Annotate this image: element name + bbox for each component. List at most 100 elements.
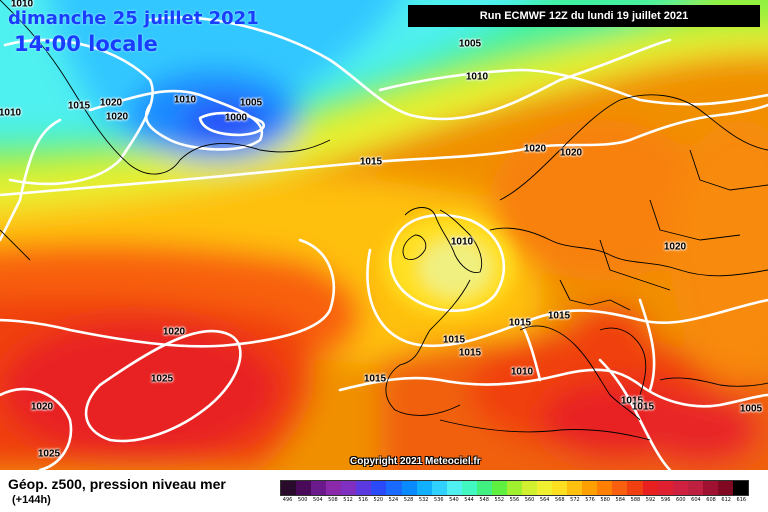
scale-tick-label: 564	[539, 497, 550, 503]
forecast-date: dimanche 25 juillet 2021	[8, 8, 259, 29]
isobar-label: 1015	[620, 395, 644, 407]
isobar-label: 1020	[523, 143, 547, 155]
scale-tick-label: 520	[373, 497, 384, 503]
scale-swatch	[642, 481, 658, 495]
isobar-label: 1020	[663, 241, 687, 253]
isobar-label: 1015	[442, 334, 466, 346]
isobar-label: 1005	[458, 38, 482, 50]
isobar-label: 1010	[450, 236, 474, 248]
color-scale	[280, 480, 749, 496]
scale-tick-label: 576	[585, 497, 595, 503]
scale-swatch	[567, 481, 583, 495]
scale-tick-label: 508	[328, 497, 338, 503]
isobars	[0, 16, 768, 470]
scale-tick-label: 496	[282, 497, 293, 503]
isobar-label: 1015	[67, 100, 91, 112]
scale-tick-label: 548	[479, 497, 489, 503]
scale-tick-label: 596	[660, 497, 671, 503]
scale-tick-label: 588	[630, 497, 641, 503]
color-scale-ticks: 496 500 504 508 512 516 520 524 528 532 536 540 544 5…	[280, 497, 749, 503]
isobar-label: 1020	[162, 326, 186, 338]
isobar-label: 1010	[510, 366, 534, 378]
scale-swatch	[356, 481, 372, 495]
weather-map: dimanche 25 juillet 2021 14:00 locale Ru…	[0, 0, 768, 470]
scale-tick-label: 580	[600, 497, 610, 503]
isobar-label: 1020	[105, 111, 129, 123]
isobar-label: 1000	[224, 112, 248, 124]
scale-swatch	[537, 481, 553, 495]
scale-tick-label: 552	[494, 497, 505, 503]
scale-swatch	[296, 481, 312, 495]
scale-swatch	[702, 481, 718, 495]
scale-tick-label: 512	[343, 497, 353, 503]
copyright-notice: Copyright 2021 Meteociel.fr	[350, 456, 481, 467]
scale-swatch	[672, 481, 688, 495]
scale-swatch	[401, 481, 417, 495]
isobar-label: 1010	[465, 71, 489, 83]
scale-swatch	[506, 481, 522, 495]
scale-swatch	[717, 481, 733, 495]
scale-tick-label: 616	[736, 497, 747, 503]
isobar-label: 1010	[0, 107, 22, 119]
scale-tick-label: 572	[570, 497, 580, 503]
scale-tick-label: 504	[313, 497, 323, 503]
scale-tick-label: 568	[555, 497, 565, 503]
scale-swatch	[612, 481, 628, 495]
isobar-label: 1015	[508, 317, 532, 329]
scale-tick-label: 532	[418, 497, 429, 503]
scale-swatch	[552, 481, 568, 495]
scale-tick-label: 592	[645, 497, 656, 503]
scale-swatch	[491, 481, 507, 495]
scale-tick-label: 556	[509, 497, 520, 503]
scale-swatch	[416, 481, 432, 495]
scale-tick-label: 524	[388, 497, 399, 503]
isobar-label: 1025	[37, 448, 61, 460]
scale-swatch	[431, 481, 447, 495]
scale-tick-label: 608	[706, 497, 716, 503]
isobar-label: 1015	[363, 373, 387, 385]
scale-swatch	[311, 481, 327, 495]
scale-swatch	[476, 481, 492, 495]
isobar-label: 1020	[559, 147, 583, 159]
scale-swatch	[597, 481, 613, 495]
scale-tick-label: 540	[449, 497, 459, 503]
map-title: Géop. z500, pression niveau mer	[8, 476, 226, 492]
isobar-label: 1020	[99, 97, 123, 109]
scale-swatch	[281, 481, 297, 495]
scale-swatch	[446, 481, 462, 495]
isobar-label: 1020	[30, 401, 54, 413]
scale-swatch	[582, 481, 598, 495]
coastlines	[0, 0, 768, 441]
scale-swatch	[522, 481, 538, 495]
scale-tick-label: 600	[676, 497, 686, 503]
scale-swatch	[341, 481, 357, 495]
forecast-time: 14:00 locale	[14, 32, 158, 56]
lead-time: (+144h)	[12, 494, 51, 506]
scale-swatch	[326, 481, 342, 495]
scale-tick-label: 544	[464, 497, 474, 503]
isobar-label: 1015	[547, 310, 571, 322]
isobar-label: 1010	[10, 0, 34, 10]
scale-swatch	[386, 481, 402, 495]
scale-swatch	[732, 481, 748, 495]
scale-tick-label: 500	[297, 497, 308, 503]
scale-swatch	[371, 481, 387, 495]
isobar-label: 1015	[631, 401, 655, 413]
isobar-label: 1005	[739, 403, 763, 415]
isobar-label: 1015	[458, 347, 482, 359]
scale-tick-label: 560	[524, 497, 535, 503]
isobar-label: 1010	[173, 94, 197, 106]
isobar-label: 1005	[239, 97, 263, 109]
legend-footer: Géop. z500, pression niveau mer (+144h) …	[0, 470, 768, 512]
scale-tick-label: 584	[615, 497, 626, 503]
scale-swatch	[461, 481, 477, 495]
scale-tick-label: 536	[434, 497, 444, 503]
geopotential-field	[0, 0, 768, 470]
scale-swatch	[687, 481, 703, 495]
scale-tick-label: 528	[403, 497, 414, 503]
isobar-label: 1025	[150, 373, 174, 385]
scale-swatch	[627, 481, 643, 495]
scale-tick-label: 604	[691, 497, 701, 503]
scale-swatch	[657, 481, 673, 495]
model-run-info: Run ECMWF 12Z du lundi 19 juillet 2021	[408, 5, 760, 27]
